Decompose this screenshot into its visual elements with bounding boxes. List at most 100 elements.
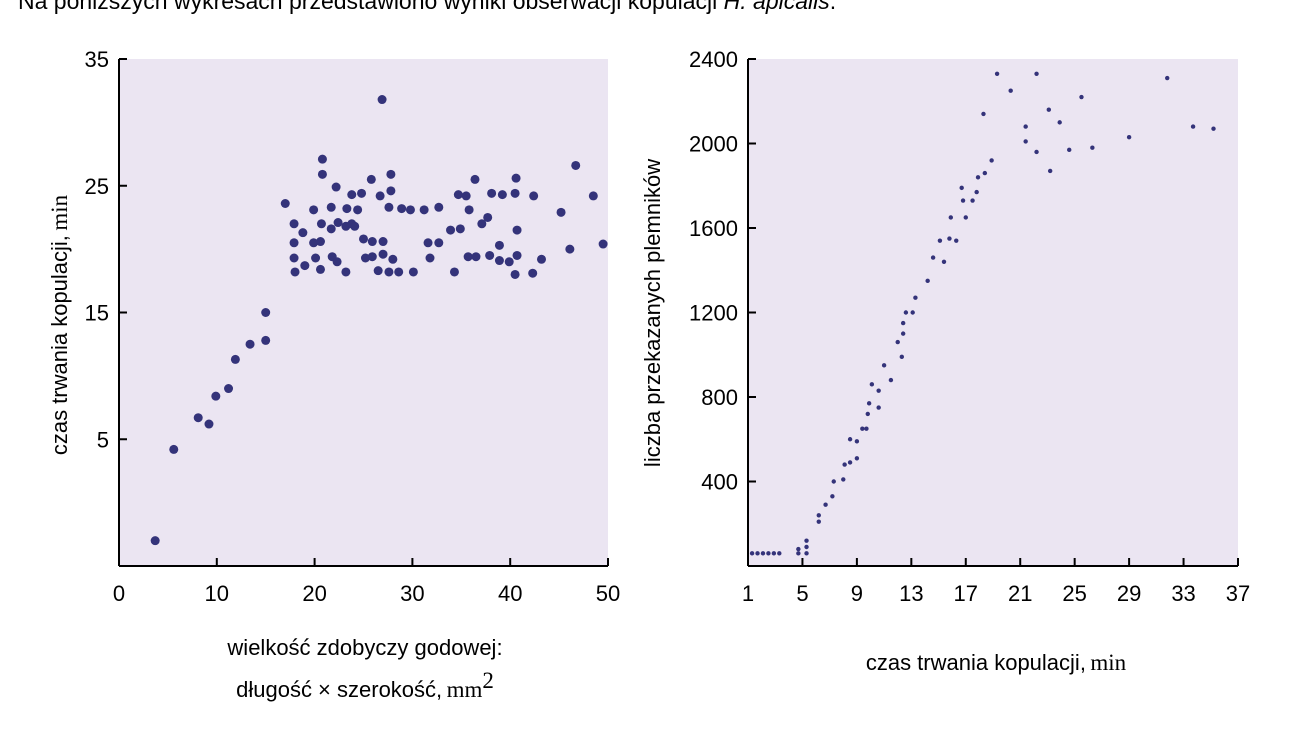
left-point bbox=[298, 228, 308, 238]
right-point bbox=[760, 551, 766, 556]
right-point bbox=[981, 111, 986, 117]
left-point bbox=[373, 266, 383, 276]
left-point bbox=[512, 225, 522, 235]
left-point bbox=[378, 249, 388, 259]
left-point bbox=[512, 250, 522, 260]
left-point bbox=[419, 205, 429, 215]
ticks-right: 1 5 9 13 17 21 25 29 33 37 400 800 1200 1600 2000 2400 bbox=[689, 47, 1250, 606]
chart-left: 0 10 20 30 40 50 5 15 25 35 wielkość zdobyczy god… bbox=[47, 47, 620, 702]
left-point bbox=[449, 267, 459, 277]
right-point bbox=[959, 185, 964, 191]
left-point bbox=[280, 198, 290, 208]
left-point bbox=[384, 202, 394, 212]
left-point bbox=[471, 252, 481, 262]
right-xtick-label: 25 bbox=[1062, 581, 1086, 606]
left-point bbox=[347, 190, 357, 200]
left-point bbox=[359, 234, 368, 244]
left-ylabel: czas trwania kopulacji, min bbox=[47, 194, 72, 455]
left-point bbox=[224, 384, 234, 394]
right-xtick-label: 9 bbox=[851, 581, 863, 606]
left-point bbox=[315, 237, 325, 247]
left-ytick-label: 35 bbox=[85, 47, 109, 72]
left-ytick-label: 15 bbox=[85, 301, 109, 326]
left-point bbox=[598, 239, 608, 249]
left-point bbox=[487, 188, 497, 198]
right-point bbox=[771, 551, 777, 556]
intro-text: Na poniższych wykresach przedstawiono wy… bbox=[18, 0, 837, 14]
right-point bbox=[1046, 107, 1052, 112]
right-point bbox=[1023, 124, 1028, 129]
left-xtick-label: 30 bbox=[400, 581, 424, 606]
left-point bbox=[326, 202, 336, 212]
left-point bbox=[353, 205, 363, 215]
left-point bbox=[497, 190, 507, 200]
right-ytick-label: 400 bbox=[701, 470, 738, 495]
left-point bbox=[386, 169, 396, 179]
right-point bbox=[899, 354, 905, 360]
right-point bbox=[888, 377, 894, 383]
right-point bbox=[948, 215, 954, 220]
left-point bbox=[556, 207, 566, 217]
left-point bbox=[423, 238, 433, 248]
left-point bbox=[565, 244, 575, 254]
left-point bbox=[511, 173, 521, 183]
left-point bbox=[470, 174, 480, 184]
left-point bbox=[405, 205, 415, 215]
left-point bbox=[461, 191, 471, 201]
right-point bbox=[1047, 168, 1053, 174]
left-point bbox=[289, 238, 299, 248]
points-right bbox=[749, 71, 1216, 556]
left-point bbox=[350, 221, 360, 231]
left-xlabel-line1: wielkość zdobyczy godowej: bbox=[226, 635, 502, 660]
right-xtick-label: 17 bbox=[954, 581, 978, 606]
left-point bbox=[230, 354, 240, 364]
right-xtick-label: 13 bbox=[899, 581, 923, 606]
ticks-left: 0 10 20 30 40 50 5 15 25 35 bbox=[85, 47, 621, 606]
right-ytick-label: 2400 bbox=[689, 47, 738, 72]
right-point bbox=[1079, 94, 1084, 100]
left-point bbox=[366, 174, 376, 184]
right-point bbox=[900, 331, 906, 336]
right-point bbox=[842, 462, 847, 467]
left-point bbox=[326, 224, 336, 234]
left-point bbox=[494, 240, 504, 250]
left-xtick-label: 50 bbox=[596, 581, 620, 606]
right-point bbox=[847, 460, 853, 465]
left-point bbox=[211, 391, 221, 401]
left-point bbox=[504, 257, 514, 267]
right-point bbox=[823, 502, 828, 507]
right-point bbox=[913, 295, 918, 300]
right-xtick-label: 37 bbox=[1226, 581, 1250, 606]
right-point bbox=[865, 411, 870, 417]
left-point bbox=[367, 252, 377, 262]
left-point bbox=[311, 253, 321, 263]
left-point bbox=[169, 444, 179, 454]
plot-area-left bbox=[119, 59, 608, 566]
right-ytick-label: 1600 bbox=[689, 216, 738, 241]
left-point bbox=[332, 257, 342, 267]
left-point bbox=[289, 253, 299, 263]
right-point bbox=[1211, 126, 1216, 131]
left-point bbox=[309, 238, 319, 248]
left-point bbox=[408, 267, 418, 277]
left-point bbox=[375, 191, 385, 201]
left-point bbox=[463, 252, 473, 262]
left-point bbox=[315, 264, 325, 274]
left-ytick-label: 25 bbox=[85, 174, 109, 199]
left-point bbox=[341, 267, 351, 277]
right-ytick-label: 2000 bbox=[689, 132, 738, 157]
left-point bbox=[485, 250, 495, 260]
right-point bbox=[749, 551, 755, 556]
left-point bbox=[193, 413, 203, 423]
left-point bbox=[384, 267, 394, 277]
right-point bbox=[1190, 124, 1196, 129]
left-point bbox=[464, 205, 474, 215]
left-point bbox=[455, 224, 465, 234]
left-ytick-label: 5 bbox=[97, 427, 109, 452]
left-point bbox=[378, 237, 388, 247]
right-point bbox=[1008, 88, 1013, 93]
right-point bbox=[937, 238, 943, 243]
left-point bbox=[529, 191, 539, 201]
right-point bbox=[864, 426, 869, 431]
